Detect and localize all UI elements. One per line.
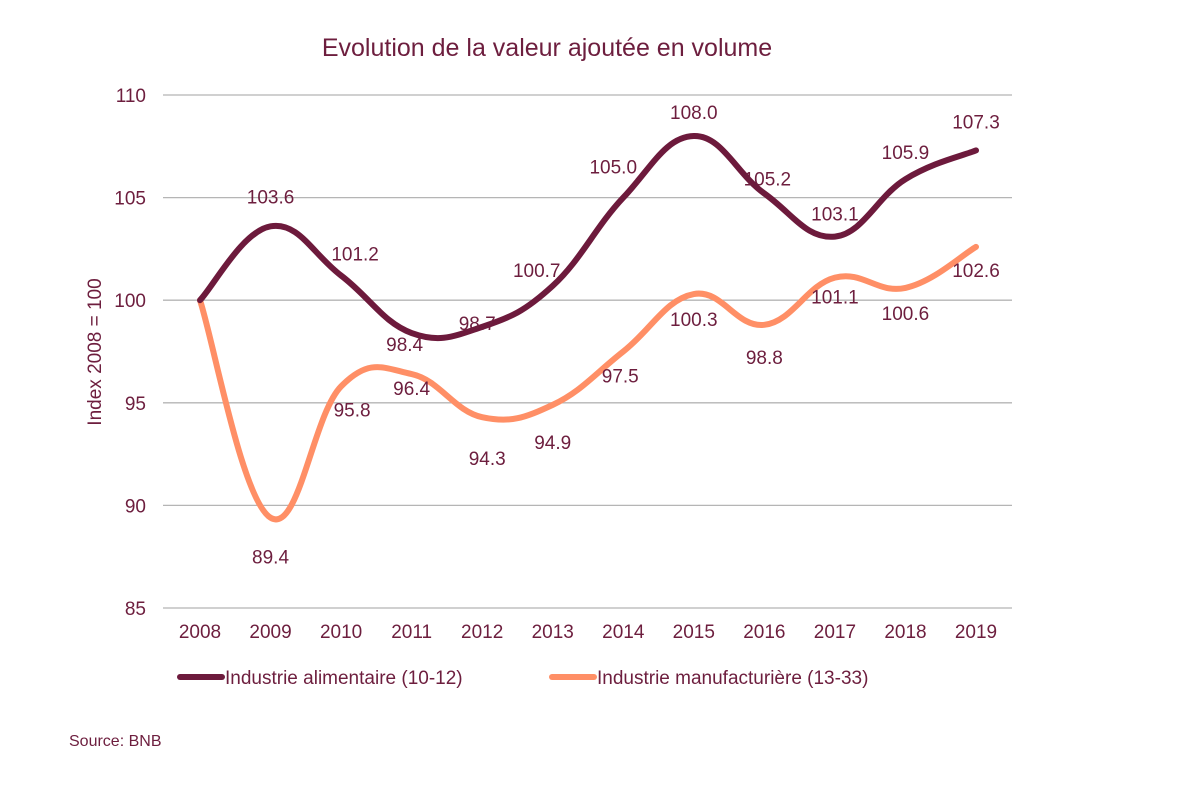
data-label: 105.2 — [744, 169, 792, 190]
data-label: 94.3 — [469, 449, 506, 470]
x-tick-label: 2015 — [673, 622, 715, 643]
y-tick-label: 100 — [114, 291, 146, 312]
x-tick-label: 2010 — [320, 622, 362, 643]
data-label: 98.7 — [459, 314, 496, 335]
gridlines — [163, 94, 1012, 609]
y-tick-label: 105 — [114, 189, 146, 210]
x-tick-label: 2016 — [743, 622, 785, 643]
data-label: 98.8 — [746, 348, 783, 369]
x-tick-label: 2018 — [884, 622, 926, 643]
data-label: 107.3 — [952, 112, 1000, 133]
legend: Industrie alimentaire (10-12) Industrie m… — [177, 668, 868, 689]
x-tick-label: 2008 — [179, 622, 221, 643]
source-note: Source: BNB — [69, 733, 161, 750]
data-label: 100.7 — [513, 261, 561, 282]
legend-item: Industrie alimentaire (10-12) — [177, 668, 463, 689]
y-tick-label: 90 — [125, 496, 146, 517]
x-tick-label: 2012 — [461, 622, 503, 643]
series-lines — [197, 133, 979, 523]
legend-item: Industrie manufacturière (13-33) — [549, 668, 868, 689]
data-label: 102.6 — [952, 261, 1000, 282]
y-tick-label: 110 — [116, 86, 146, 107]
y-axis-label: Index 2008 = 100 — [85, 278, 106, 425]
data-labels: 103.6 101.2 98.4 98.7 100.7 105.0 108.0 105.2 10… — [247, 103, 1000, 569]
data-label: 95.8 — [334, 400, 371, 421]
series-line — [197, 243, 979, 523]
x-tick-label: 2014 — [602, 622, 645, 643]
x-axis-ticks: 2008 2009 2010 2011 2012 2013 2014 2015 2016 2017… — [179, 622, 997, 643]
data-label: 100.6 — [882, 304, 930, 325]
legend-label: Industrie alimentaire (10-12) — [225, 668, 463, 689]
x-tick-label: 2009 — [249, 622, 291, 643]
data-label: 98.4 — [386, 335, 423, 356]
data-label: 101.1 — [811, 288, 859, 309]
x-tick-label: 2013 — [532, 622, 574, 643]
legend-label: Industrie manufacturière (13-33) — [597, 668, 868, 689]
data-label: 105.9 — [882, 143, 930, 164]
x-tick-label: 2017 — [814, 622, 856, 643]
y-tick-label: 95 — [125, 394, 146, 415]
data-label: 103.6 — [247, 187, 295, 208]
data-label: 100.3 — [670, 310, 718, 331]
data-label: 94.9 — [534, 433, 571, 454]
series-line — [197, 133, 979, 342]
y-tick-label: 85 — [125, 599, 146, 620]
data-label: 108.0 — [670, 103, 718, 124]
data-label: 97.5 — [602, 367, 639, 388]
y-axis-ticks: 85 90 95 100 105 110 — [114, 86, 146, 620]
data-label: 105.0 — [589, 158, 637, 179]
data-label: 101.2 — [331, 245, 379, 266]
chart-title: Evolution de la valeur ajoutée en volume — [322, 34, 772, 62]
data-label: 103.1 — [811, 205, 859, 226]
x-tick-label: 2011 — [391, 622, 432, 643]
data-label: 96.4 — [393, 379, 430, 400]
data-label: 89.4 — [252, 548, 289, 569]
x-tick-label: 2019 — [955, 622, 997, 643]
